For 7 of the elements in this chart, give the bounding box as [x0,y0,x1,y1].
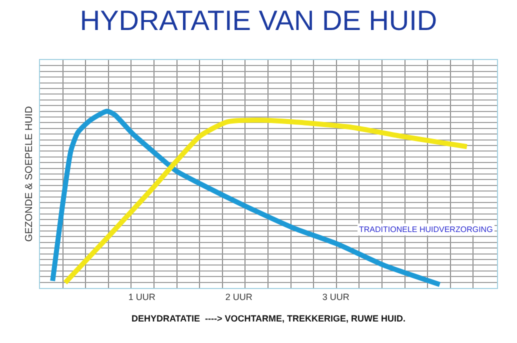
x-tick-label: 2 UUR [225,292,253,302]
x-tick-label: 3 UUR [322,292,350,302]
x-tick-label: 1 UUR [128,292,156,302]
chart-title: HYDRATATIE VAN DE HUID [80,4,438,36]
text: TRADITIONELE HUIDVERZORGING [359,225,493,234]
x-axis-title: DEHYDRATATIE ----> VOCHTARME, TREKKERIGE, RUWE HUID. [131,314,406,324]
y-axis-title: GEZONDE & SOEPELE HUID [24,106,35,242]
